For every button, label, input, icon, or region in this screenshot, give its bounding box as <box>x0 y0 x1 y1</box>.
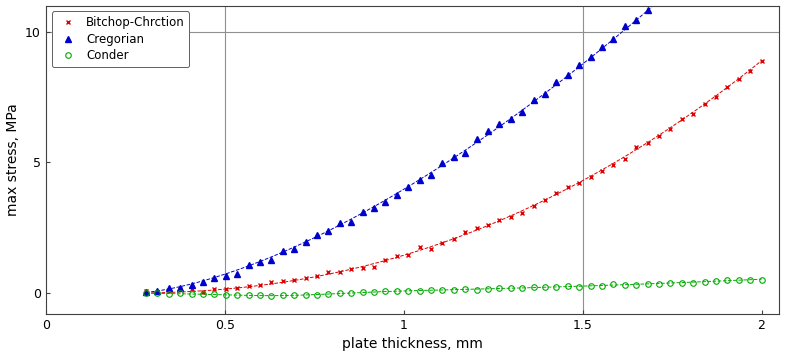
Line: Conder: Conder <box>144 277 765 299</box>
Cregorian <box>369 206 378 210</box>
Line: Cregorian: Cregorian <box>144 0 765 294</box>
Conder <box>734 278 743 282</box>
Bitchop-Chrction <box>221 287 231 291</box>
Cregorian <box>255 260 265 265</box>
Bitchop-Chrction <box>141 288 151 293</box>
Conder <box>255 293 265 298</box>
Conder <box>301 293 310 297</box>
Bitchop-Chrction <box>381 257 390 262</box>
Legend: Bitchop-Chrction, Cregorian, Conder: Bitchop-Chrction, Cregorian, Conder <box>52 11 189 67</box>
Cregorian <box>290 247 299 251</box>
Conder <box>700 280 710 284</box>
Conder <box>210 292 219 296</box>
Cregorian <box>141 290 151 294</box>
Y-axis label: max stress, MPa: max stress, MPa <box>5 104 20 216</box>
Bitchop-Chrction <box>757 59 766 63</box>
Conder <box>757 277 766 282</box>
Bitchop-Chrction <box>153 290 162 295</box>
Conder <box>267 294 276 298</box>
Conder <box>746 277 755 282</box>
Bitchop-Chrction <box>267 280 276 284</box>
Bitchop-Chrction <box>746 69 755 74</box>
Cregorian <box>210 276 219 280</box>
Line: Bitchop-Chrction: Bitchop-Chrction <box>144 59 764 294</box>
Conder <box>141 291 151 295</box>
X-axis label: plate thickness, mm: plate thickness, mm <box>342 337 483 351</box>
Conder <box>381 289 390 293</box>
Bitchop-Chrction <box>301 276 310 280</box>
Bitchop-Chrction <box>700 102 710 106</box>
